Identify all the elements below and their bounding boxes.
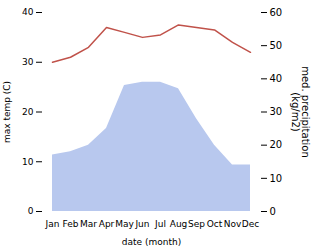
svg-text:20: 20	[270, 139, 283, 150]
svg-text:Apr: Apr	[99, 219, 115, 229]
svg-text:Jun: Jun	[134, 219, 149, 229]
svg-text:date (month): date (month)	[122, 237, 181, 247]
svg-text:Jan: Jan	[45, 219, 60, 229]
svg-text:20: 20	[22, 107, 34, 117]
svg-text:30: 30	[270, 106, 283, 117]
svg-text:Oct: Oct	[207, 219, 223, 229]
svg-text:Nov: Nov	[224, 219, 242, 229]
svg-text:10: 10	[22, 157, 34, 167]
svg-text:May: May	[115, 219, 134, 229]
svg-text:Dec: Dec	[242, 219, 259, 229]
svg-text:50: 50	[270, 40, 283, 51]
svg-text:Feb: Feb	[63, 219, 79, 229]
svg-text:max temp (C): max temp (C)	[2, 81, 12, 143]
svg-text:Mar: Mar	[80, 219, 97, 229]
svg-text:med. precipitation(kg/m2): med. precipitation(kg/m2)	[290, 66, 311, 158]
svg-text:Jul: Jul	[154, 219, 166, 229]
svg-text:Aug: Aug	[170, 219, 188, 229]
svg-text:10: 10	[270, 173, 283, 184]
svg-text:Sep: Sep	[188, 219, 205, 229]
svg-text:40: 40	[270, 73, 283, 84]
svg-text:0: 0	[270, 206, 276, 217]
svg-text:60: 60	[270, 7, 283, 18]
svg-text:30: 30	[22, 57, 34, 67]
svg-text:40: 40	[22, 7, 34, 17]
svg-text:0: 0	[28, 206, 34, 216]
